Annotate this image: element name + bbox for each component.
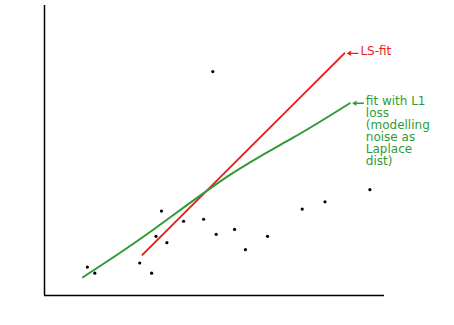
svg-text:LS-fit: LS-fit [360, 44, 391, 58]
svg-text:fit with L1loss(modellingnoise: fit with L1loss(modellingnoise asLaplace… [366, 94, 430, 168]
